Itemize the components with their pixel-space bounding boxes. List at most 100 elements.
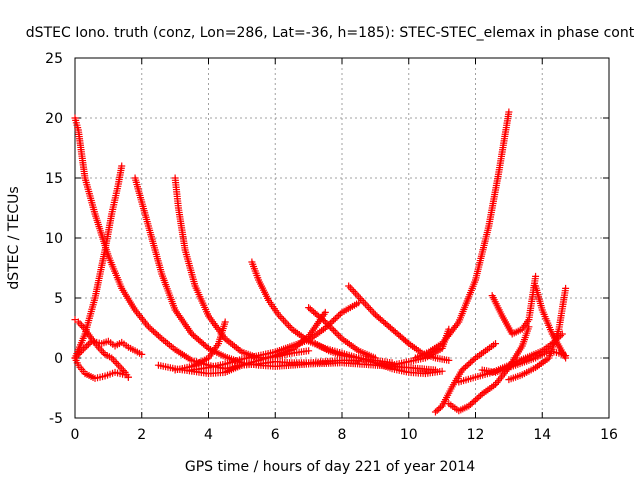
- data-point: [350, 287, 358, 295]
- data-point: [470, 356, 478, 363]
- data-point: [221, 318, 229, 326]
- data-point: [335, 312, 343, 320]
- data-point: [472, 396, 479, 404]
- data-point: [326, 323, 334, 331]
- series-trace: [478, 347, 570, 376]
- data-point: [438, 367, 446, 375]
- data-point: [203, 343, 211, 351]
- data-point: [348, 286, 356, 294]
- y-axis-label: dSTEC / TECUs: [6, 186, 22, 289]
- data-point: [78, 347, 86, 355]
- data-point: [473, 395, 481, 402]
- data-point: [153, 330, 161, 338]
- data-point: [470, 398, 478, 405]
- data-point: [333, 330, 341, 338]
- data-point: [460, 365, 468, 372]
- data-point: [113, 359, 121, 367]
- data-point: [492, 340, 500, 348]
- data-point: [84, 340, 92, 348]
- data-point: [286, 323, 294, 331]
- data-point: [144, 323, 152, 331]
- data-point: [156, 333, 164, 341]
- data-point: [475, 393, 483, 401]
- data-point: [365, 304, 373, 312]
- x-tick-label: 0: [71, 427, 80, 443]
- data-point: [468, 357, 476, 365]
- data-point: [353, 291, 361, 299]
- data-point: [336, 333, 344, 341]
- data-point: [477, 392, 485, 399]
- series-trace: [71, 162, 126, 362]
- y-tick-label: 5: [54, 291, 63, 307]
- x-tick-label: 14: [533, 427, 551, 443]
- data-point: [149, 327, 157, 335]
- x-tick-label: 10: [400, 427, 418, 443]
- data-point: [83, 342, 91, 350]
- data-point: [278, 314, 286, 322]
- data-point: [154, 332, 162, 340]
- series-trace: [305, 304, 379, 362]
- data-point: [325, 321, 333, 329]
- data-point: [331, 328, 339, 336]
- x-tick-label: 12: [467, 427, 485, 443]
- data-points: [71, 108, 570, 416]
- data-point: [466, 359, 474, 366]
- series-trace: [411, 108, 513, 362]
- data-point: [466, 401, 474, 408]
- series-trace: [71, 337, 146, 362]
- chart-title: dSTEC Iono. truth (conz, Lon=286, Lat=-3…: [26, 25, 635, 41]
- data-point: [346, 284, 354, 292]
- data-point: [461, 363, 469, 371]
- data-point: [321, 308, 329, 316]
- data-point: [336, 310, 344, 318]
- data-point: [331, 315, 339, 323]
- plot-frame: [74, 57, 610, 419]
- series-trace: [71, 354, 132, 382]
- y-tick-label: 0: [54, 351, 63, 367]
- x-tick-label: 6: [271, 427, 280, 443]
- data-point: [86, 339, 94, 347]
- y-tick-label: 15: [45, 171, 63, 187]
- data-point: [116, 363, 124, 371]
- data-point: [124, 373, 132, 381]
- x-tick-label: 16: [600, 427, 618, 443]
- data-point: [445, 356, 453, 364]
- data-point: [305, 347, 313, 355]
- y-tick-label: 20: [45, 111, 63, 127]
- data-point: [330, 316, 338, 324]
- data-point: [435, 405, 443, 413]
- data-point: [146, 324, 154, 332]
- x-tick-label: 2: [137, 427, 146, 443]
- data-point: [76, 320, 84, 328]
- series-trace: [311, 340, 446, 378]
- data-point: [465, 360, 473, 368]
- y-tick-label: 10: [45, 231, 63, 247]
- data-point: [333, 313, 341, 321]
- data-point: [562, 284, 570, 292]
- data-point: [366, 305, 374, 313]
- data-point: [281, 318, 289, 326]
- x-tick-label: 8: [338, 427, 347, 443]
- data-point: [356, 295, 364, 303]
- y-tick-label: 25: [45, 51, 63, 67]
- data-point: [118, 162, 126, 170]
- data-point: [360, 298, 368, 306]
- data-point: [96, 345, 104, 353]
- data-point: [280, 316, 288, 324]
- data-point: [433, 407, 441, 414]
- data-point: [505, 108, 513, 116]
- data-point: [345, 282, 353, 290]
- data-point: [562, 352, 570, 360]
- data-point: [118, 365, 126, 373]
- data-point: [283, 320, 291, 328]
- data-point: [328, 325, 336, 333]
- data-point: [355, 293, 363, 301]
- data-point: [431, 408, 439, 416]
- data-point: [351, 289, 359, 297]
- data-point: [465, 402, 473, 410]
- data-point: [458, 366, 466, 374]
- data-point: [321, 318, 329, 326]
- data-point: [148, 326, 156, 334]
- x-axis-label: GPS time / hours of day 221 of year 2014: [185, 459, 475, 475]
